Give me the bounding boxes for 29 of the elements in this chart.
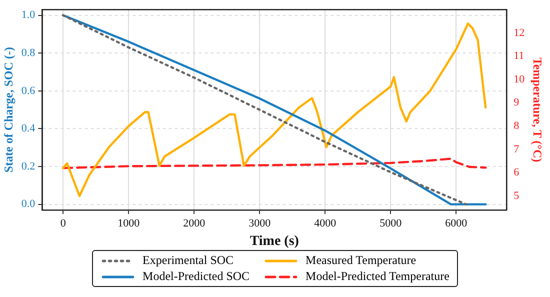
y2-axis-title: Temperature, T (°C) [530, 57, 545, 162]
y-tick-label: 0.2 [21, 160, 36, 172]
line-series [62, 158, 487, 170]
x-tick-label: 1000 [118, 217, 140, 230]
legend-label: Experimental SOC [142, 253, 234, 268]
y-tick-label: 0.0 [21, 198, 36, 210]
x-tick-label: 0 [60, 217, 66, 230]
legend-label: Measured Temperature [306, 253, 416, 268]
y-tick-label: 0.6 [21, 84, 36, 97]
y2-tick-label: 7 [514, 143, 520, 156]
x-tick-label: 2000 [183, 217, 206, 230]
y2-tick-label: 11 [514, 50, 524, 62]
y2-tick-label: 5 [514, 190, 520, 202]
y2-tick-label: 9 [514, 96, 520, 109]
x-axis-title: Time (s) [250, 234, 300, 250]
legend-label: Model-Predicted SOC [142, 269, 250, 284]
y2-tick-label: 6 [514, 166, 520, 179]
y-tick-label: 0.8 [21, 46, 36, 59]
x-tick-label: 3000 [248, 217, 272, 230]
y-axis-title: State of Charge, SOC (-) [1, 46, 16, 173]
x-tick-label: 6000 [445, 217, 468, 230]
legend-label: Model-Predicted Temperature [306, 269, 450, 284]
y2-tick-label: 8 [514, 120, 520, 132]
x-tick-label: 4000 [314, 217, 337, 230]
y-tick-label: 0.4 [21, 122, 36, 135]
x-tick-label: 5000 [380, 217, 402, 230]
y2-tick-label: 10 [514, 73, 526, 86]
y2-tick-label: 12 [514, 26, 525, 39]
y-tick-label: 1.0 [21, 9, 36, 22]
